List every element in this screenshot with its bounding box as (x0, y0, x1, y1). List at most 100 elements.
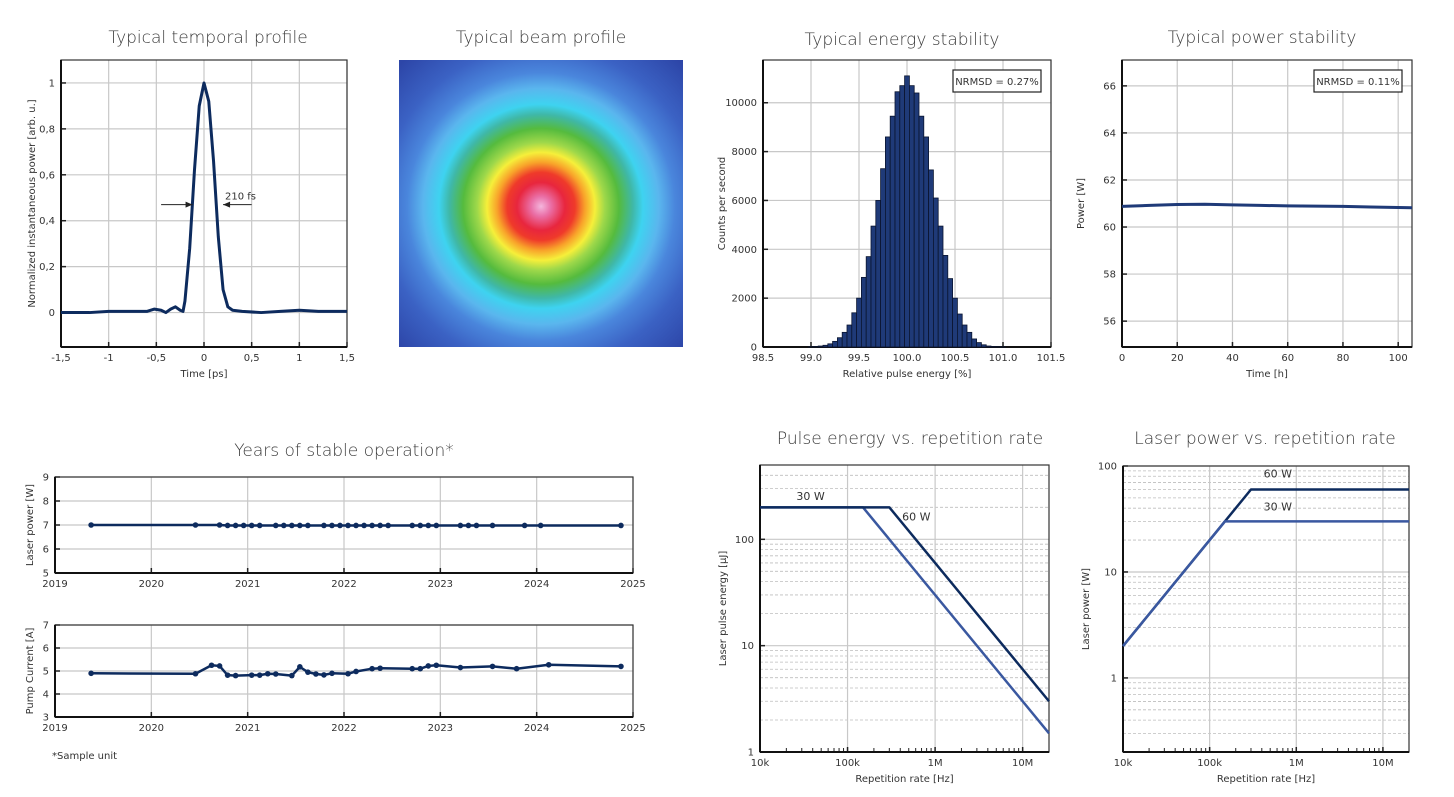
power-stability-title: Typical power stability (1167, 28, 1357, 48)
x-tick-label: 2022 (331, 723, 356, 734)
chart-3: 2019 2020 2021 2022 2023 2024 2025 5 6 7 8 9 Laser p… (25, 473, 646, 591)
nrmsd-label: NRMSD = 0.11% (1316, 77, 1400, 88)
x-tick-label: 10k (751, 758, 770, 769)
energy-stability-title: Typical energy stability (804, 30, 1000, 50)
data-point (297, 522, 303, 529)
x-tick-label: 10M (1372, 758, 1393, 769)
data-point (417, 522, 424, 529)
histogram-bar (846, 324, 853, 348)
x-tick-label: 1,5 (339, 353, 355, 364)
histogram-bar (966, 331, 973, 348)
x-tick-label: -1,5 (51, 353, 71, 364)
data-point (618, 663, 624, 670)
histogram-bar (861, 276, 867, 348)
histogram-bar (894, 91, 901, 348)
histogram-bar (909, 85, 915, 348)
power-line (1121, 202, 1413, 210)
data-point (353, 522, 359, 529)
x-tick-label: 101.0 (989, 353, 1018, 364)
x-tick-label: 98.5 (752, 353, 774, 364)
data-point (521, 522, 528, 529)
series-line-60w (760, 506, 1050, 703)
histogram-bar (918, 115, 925, 348)
x-tick-label: 2022 (331, 579, 356, 590)
chart-6: 10k 100k 1M 10M 1 10 100 Repetition rate [Hz] La… (1081, 462, 1410, 785)
temporal-profile-title: Typical temporal profile (108, 28, 308, 48)
fwhm-label: 210 fs (225, 192, 256, 203)
data-point (321, 522, 327, 529)
data-point (88, 670, 94, 677)
y-tick-label: 3 (43, 713, 49, 724)
x-tick-label: 20 (1171, 353, 1184, 364)
histogram-bar (957, 313, 963, 348)
x-tick-label: 60 (1281, 353, 1294, 364)
chart-4: 2019 2020 2021 2022 2023 2024 2025 3 4 5 6 7 Pump Cu… (25, 621, 646, 735)
data-point (232, 522, 239, 529)
data-point (513, 665, 520, 672)
data-point (545, 661, 552, 668)
chart-1: 98.5 99.0 99.5 100.0 100.5 101.0 101.5 0 2000 400… (717, 59, 1065, 380)
x-tick-label: 0,5 (244, 353, 260, 364)
x-tick-label: 100k (1197, 758, 1222, 769)
y-tick-label: 100 (735, 535, 754, 546)
data-point (473, 522, 480, 529)
data-point (305, 522, 311, 529)
histogram-bar (837, 337, 843, 348)
arrowhead-icon (185, 201, 193, 208)
plot-area (1123, 466, 1409, 752)
histogram-bar (885, 136, 891, 348)
y-tick-label: 1 (49, 78, 55, 89)
data-point (425, 522, 432, 529)
y-tick-label: 7 (43, 621, 49, 632)
data-point (256, 672, 263, 678)
histogram-bar (985, 345, 992, 348)
nrmsd-label: NRMSD = 0.27% (955, 77, 1039, 88)
data-point (240, 522, 247, 529)
data-point (248, 522, 255, 529)
data-point (433, 522, 440, 529)
data-point (289, 522, 295, 529)
x-tick-label: 2020 (139, 723, 164, 734)
histogram-bar (856, 297, 862, 348)
data-point (321, 672, 327, 678)
y-tick-label: 6000 (732, 196, 757, 207)
series-label: 60 W (902, 511, 930, 524)
data-point (361, 522, 367, 529)
data-point (329, 522, 335, 529)
data-point (248, 672, 255, 678)
data-point (224, 672, 231, 678)
data-point (272, 671, 279, 677)
data-point (489, 522, 496, 529)
y-tick-label: 2000 (732, 294, 757, 305)
y-tick-label: 1 (1111, 673, 1117, 684)
histogram-bar (851, 312, 857, 348)
y-tick-label: 62 (1103, 175, 1116, 186)
histogram-bar (933, 197, 939, 348)
x-tick-label: -0,5 (147, 353, 167, 364)
data-point (353, 668, 359, 675)
x-tick-label: 100k (835, 758, 860, 769)
x-tick-label: 1M (1289, 758, 1304, 769)
x-tick-label: 1 (296, 353, 302, 364)
data-point (192, 670, 199, 677)
x-tick-label: -1 (104, 353, 114, 364)
data-point (385, 522, 391, 529)
y-tick-label: 0,6 (39, 170, 55, 181)
histogram-bar (961, 324, 968, 348)
data-point (232, 672, 239, 679)
data-point (457, 664, 464, 671)
x-tick-label: 80 (1337, 353, 1350, 364)
y-tick-label: 0,2 (39, 262, 55, 273)
x-tick-label: 2023 (428, 579, 453, 590)
data-point (264, 670, 271, 677)
y-tick-label: 9 (43, 473, 49, 484)
y-tick-label: 0,4 (39, 216, 55, 227)
data-point (313, 671, 319, 677)
data-point (409, 665, 416, 672)
data-point (457, 522, 464, 529)
y-axis-label: Power [W] (1076, 178, 1087, 229)
x-tick-label: 2025 (620, 723, 645, 734)
footnote: *Sample unit (52, 751, 118, 762)
y-tick-label: 8000 (732, 147, 757, 158)
x-tick-label: 2023 (428, 723, 453, 734)
